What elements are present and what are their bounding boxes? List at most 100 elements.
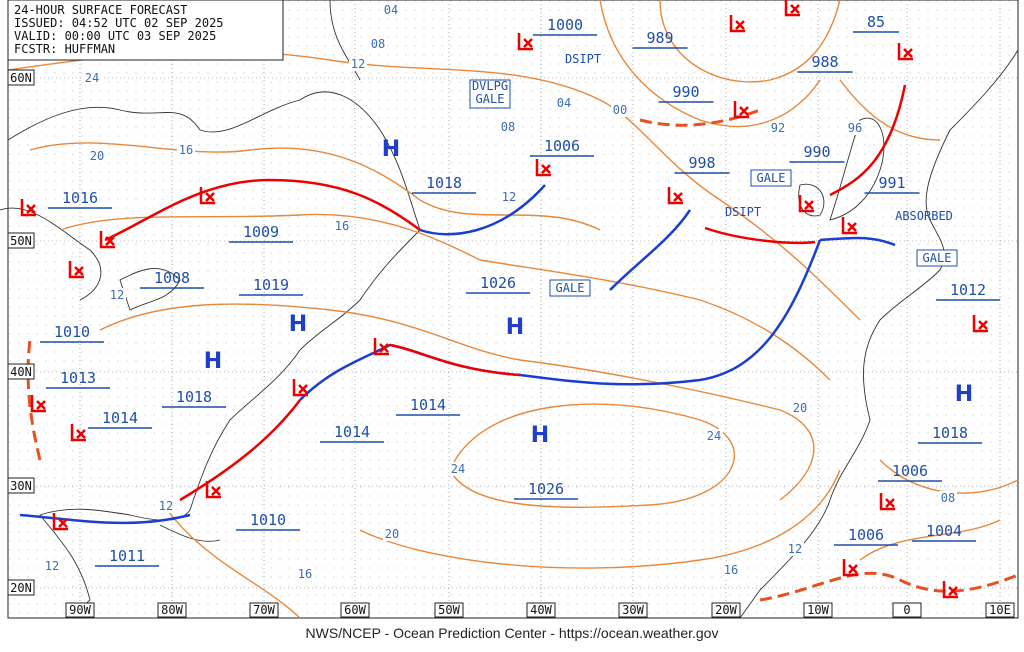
longitude-label-box	[618, 602, 648, 618]
low-symbol	[798, 195, 814, 213]
pressure-label: 1018	[932, 424, 968, 442]
low-symbol	[667, 187, 683, 205]
isobar-label: 16	[724, 563, 738, 577]
isobar-label-bg	[705, 429, 723, 443]
isobar-label: 12	[110, 288, 124, 302]
isobar-label: 92	[771, 121, 785, 135]
isobar-label: 12	[351, 57, 365, 71]
latitude-label-box	[7, 579, 35, 596]
pressure-label: 1006	[892, 462, 928, 480]
high-center: H	[955, 382, 973, 407]
pressure-label: 1004	[926, 522, 962, 540]
longitude-label-box	[711, 602, 741, 618]
low-symbol	[841, 217, 857, 235]
isobar-label: 12	[159, 499, 173, 513]
boxed-annotation: GALE	[757, 171, 786, 185]
isobar-label: 16	[298, 567, 312, 581]
isobar-label: 24	[707, 429, 721, 443]
high-center: H	[289, 312, 307, 337]
latitude-label: 50N	[10, 234, 32, 248]
low-symbol	[784, 0, 800, 17]
longitude-label-box	[65, 602, 95, 618]
boxed-annotation: GALE	[923, 251, 952, 265]
low-symbol	[535, 159, 551, 177]
isobar-label: 08	[501, 120, 515, 134]
longitude-label: 50W	[438, 603, 460, 617]
longitude-label-box	[892, 602, 922, 618]
low-symbol	[842, 559, 858, 577]
pressure-label: 1008	[154, 269, 190, 287]
pressure-label: 1026	[480, 274, 516, 292]
pressure-label: 1026	[528, 480, 564, 498]
isobar-label: 12	[45, 559, 59, 573]
isobar-label: 24	[451, 462, 465, 476]
pressure-label: 1013	[60, 369, 96, 387]
pressure-label: 1011	[109, 547, 145, 565]
annotation-box	[549, 279, 591, 297]
latitude-label: 30N	[10, 479, 32, 493]
latitude-label: 40N	[10, 365, 32, 379]
fronts	[19, 84, 1019, 602]
pressure-label: 85	[867, 13, 885, 31]
pressure-label: 1014	[102, 409, 138, 427]
boxed-annotation: DVLPG	[472, 79, 508, 93]
pressure-label: 1014	[334, 423, 370, 441]
footer: NWS/NCEP - Ocean Prediction Center - htt…	[306, 625, 719, 641]
isobar-label: 20	[90, 149, 104, 163]
isobar-label-bg	[555, 96, 573, 110]
longitude-label-box	[340, 602, 370, 618]
pressure-label: 990	[672, 83, 699, 101]
isobar-label: 24	[85, 71, 99, 85]
pressure-label: 1018	[426, 174, 462, 192]
isobar-label: 08	[941, 491, 955, 505]
latitude-label: 20N	[10, 581, 32, 595]
isobar-label-bg	[939, 491, 957, 505]
isobar-label-bg	[500, 190, 518, 204]
isobar-label-bg	[349, 57, 367, 71]
header-issued: ISSUED: 04:52 UTC 02 SEP 2025	[14, 16, 224, 30]
isobar-label-bg	[769, 121, 787, 135]
annotation: DSIPT	[565, 52, 601, 66]
annotation-box	[469, 79, 511, 109]
isobar-label-bg	[157, 499, 175, 513]
high-center: H	[506, 315, 524, 340]
low-symbol	[52, 513, 68, 531]
isobar-label-bg	[83, 71, 101, 85]
pressure-label: 1014	[410, 396, 446, 414]
isobar-label: 12	[502, 190, 516, 204]
isobar-label: 16	[179, 143, 193, 157]
annotation: DSIPT	[725, 205, 761, 219]
pressure-label: 1012	[950, 281, 986, 299]
isobar-label: 20	[793, 401, 807, 415]
longitude-label-box	[434, 602, 464, 618]
isobar-label: 20	[385, 527, 399, 541]
header-title: 24-HOUR SURFACE FORECAST	[14, 3, 187, 17]
isobar-label-bg	[88, 149, 106, 163]
low-symbol	[30, 395, 46, 413]
pressure-label: 1010	[250, 511, 286, 529]
isobar-label-bg	[108, 288, 126, 302]
isobar-label-bg	[296, 567, 314, 581]
longitude-label: 90W	[69, 603, 91, 617]
isobar-label-bg	[333, 219, 351, 233]
isobar-label-bg	[449, 462, 467, 476]
annotation-box	[916, 249, 958, 267]
longitude-label: 30W	[622, 603, 644, 617]
pressure-label: 990	[803, 143, 830, 161]
isobar-label: 16	[335, 219, 349, 233]
isobar-label: 08	[371, 37, 385, 51]
isobar-label: 12	[788, 542, 802, 556]
isobar-label-bg	[786, 542, 804, 556]
low-symbol	[205, 481, 221, 499]
isobar-label: 96	[848, 121, 862, 135]
isobar-label: 04	[557, 96, 571, 110]
isobar-label-bg	[611, 103, 629, 117]
isobar-label-bg	[791, 401, 809, 415]
low-symbol	[373, 338, 389, 356]
longitude-label-box	[526, 602, 556, 618]
longitude-label: 20W	[715, 603, 737, 617]
longitude-label: 60W	[344, 603, 366, 617]
low-symbol	[733, 101, 749, 119]
low-symbol	[897, 43, 913, 61]
